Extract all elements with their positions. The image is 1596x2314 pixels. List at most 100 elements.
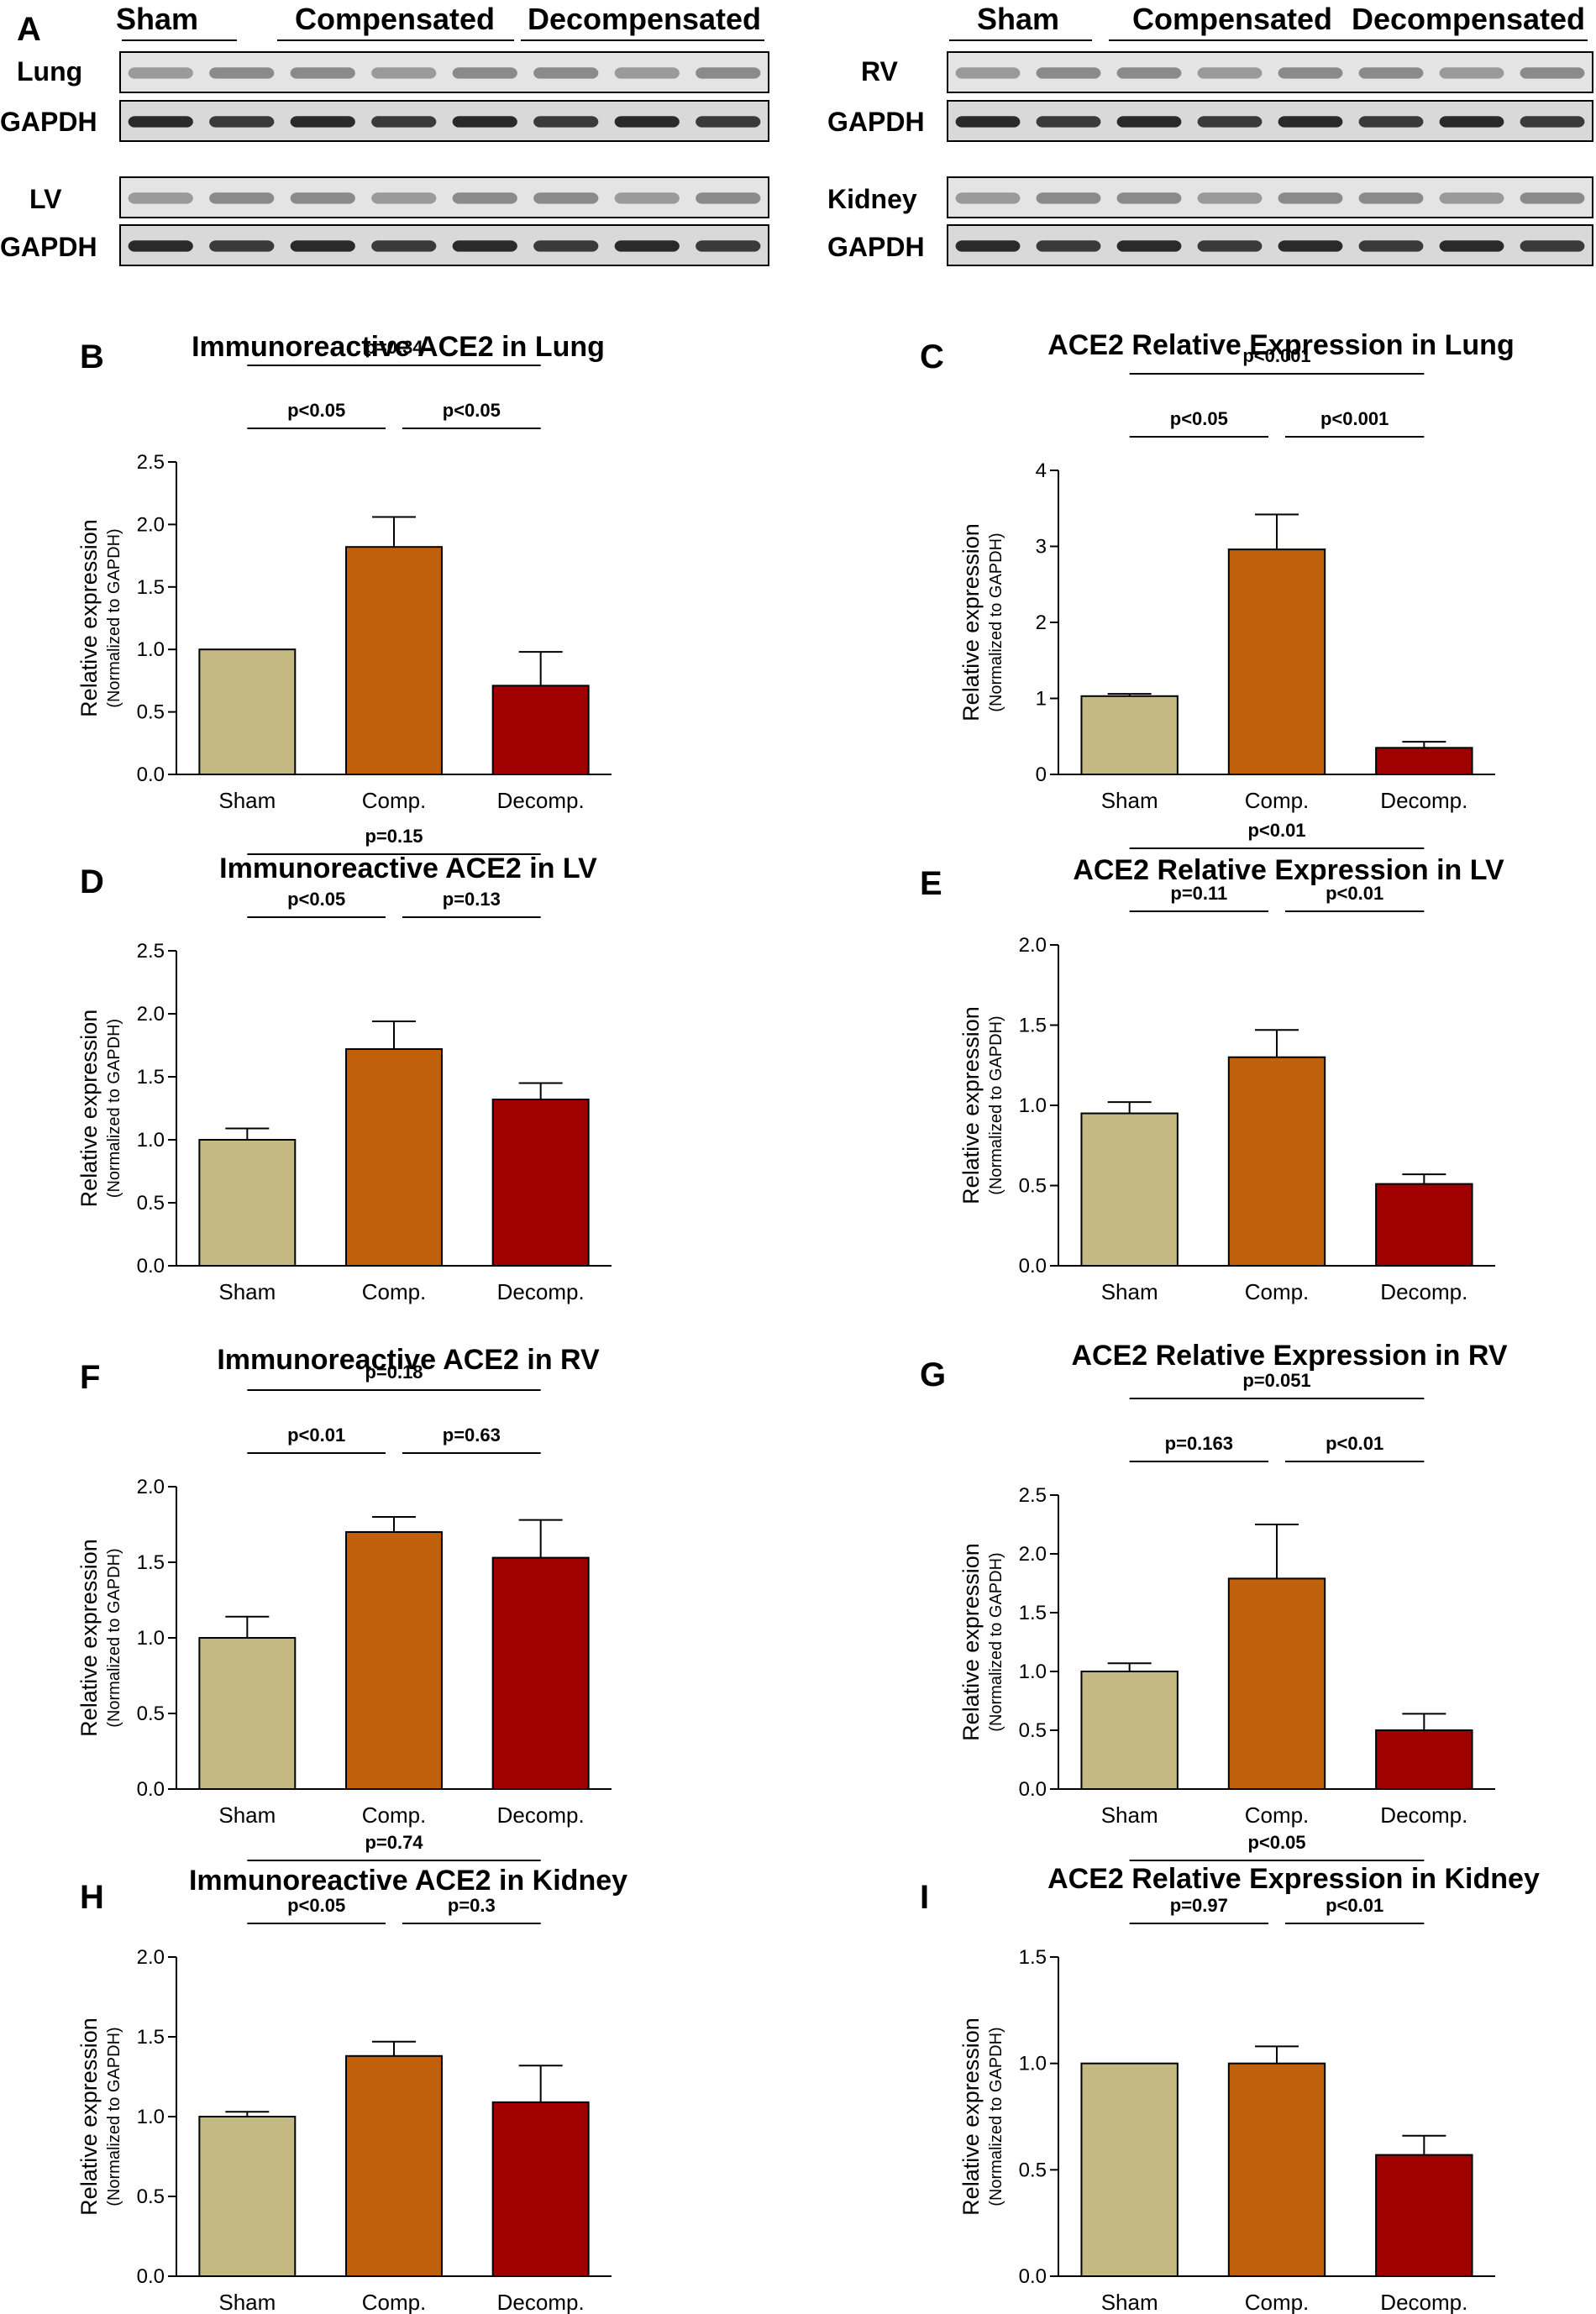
x-tick-label: Comp. (362, 2290, 427, 2314)
y-tick-label: 0.5 (137, 1192, 165, 1215)
blot-band (696, 67, 761, 79)
x-tick-label: Comp. (1245, 1802, 1310, 1828)
panel-letter: D (80, 863, 104, 900)
blot-band (1197, 192, 1263, 204)
chart-panel-h: H Immunoreactive ACE2 in Kidney 0.0 0.5 1.0 1… (76, 1832, 627, 2314)
p-value-label: p=0.74 (365, 1832, 423, 1853)
y-tick-label: 2.5 (1019, 1484, 1047, 1507)
blot-band (1358, 192, 1424, 204)
y-tick-label: 0.0 (1019, 1255, 1047, 1278)
bar-comp (345, 2054, 443, 2278)
blot-band (614, 240, 680, 252)
blot-band (955, 192, 1021, 204)
bar-sham (198, 648, 297, 776)
western-blot-panel: A Sham Compensated Decompensated Sham Compens… (0, 2, 1593, 266)
chart-panel-g: G ACE2 Relative Expression in RV 0.0 0.5 1.0… (920, 1340, 1508, 1828)
right-group-1: Compensated (1132, 2, 1332, 36)
y-tick-label: 1.0 (1019, 2053, 1047, 2075)
blot-band (614, 116, 680, 128)
y-axis-label: Relative expression (76, 1539, 102, 1737)
y-axis-label: Relative expression (76, 2018, 102, 2216)
x-tick-label: Decomp. (497, 788, 585, 813)
blot-strip-rv (947, 51, 1593, 93)
y-axis-sublabel: (Normalized to GAPDH) (105, 1019, 123, 1198)
y-axis-sublabel: (Normalized to GAPDH) (987, 1015, 1005, 1194)
y-tick-label: 2.0 (137, 1946, 165, 1969)
blot-band (1116, 240, 1182, 252)
blot-strip-gapdh (947, 100, 1593, 142)
y-axis-sublabel: (Normalized to GAPDH) (987, 533, 1005, 711)
y-tick-label: 0.0 (137, 763, 165, 786)
bar-decomp (491, 1556, 590, 1790)
y-tick-label: 3 (1036, 536, 1047, 559)
blot-band (1036, 192, 1101, 204)
y-tick-label: 0.5 (137, 1703, 165, 1725)
blot-band (696, 240, 761, 252)
blot-band (1520, 116, 1585, 128)
blot-row-label-lv: LV (29, 184, 62, 214)
y-axis-sublabel: (Normalized to GAPDH) (105, 2027, 123, 2206)
blot-band (955, 240, 1021, 252)
blot-band (371, 67, 437, 79)
blot-band (209, 116, 275, 128)
bar-comp (1227, 1056, 1326, 1267)
blot-band (1358, 116, 1424, 128)
blot-band (533, 192, 599, 204)
y-tick-label: 1.0 (1019, 1094, 1047, 1117)
blot-band (452, 116, 517, 128)
y-tick-label: 1.5 (137, 576, 165, 599)
blot-band (1358, 67, 1424, 79)
chart-title: Immunoreactive ACE2 in LV (219, 853, 597, 884)
y-tick-label: 4 (1036, 459, 1047, 482)
y-tick-label: 1.5 (1019, 1946, 1047, 1969)
left-group-1: Compensated (295, 2, 495, 36)
chart-title: ACE2 Relative Expression in RV (1071, 1340, 1507, 1372)
blot-band (1358, 240, 1424, 252)
blot-strip-gapdh (119, 224, 769, 266)
y-tick-label: 2.5 (137, 451, 165, 474)
blot-band (1116, 67, 1182, 79)
x-tick-label: Sham (218, 1802, 276, 1828)
y-tick-label: 0.5 (1019, 1719, 1047, 1742)
blot-row-label-lung: Lung (17, 56, 82, 87)
x-tick-label: Sham (218, 2290, 276, 2314)
y-tick-label: 2 (1036, 611, 1047, 634)
blot-band (1116, 192, 1182, 204)
y-tick-label: 0.5 (137, 701, 165, 724)
x-tick-label: Comp. (362, 1279, 427, 1304)
x-tick-label: Comp. (1245, 1279, 1310, 1304)
blot-band (290, 116, 355, 128)
blot-band (955, 67, 1021, 79)
y-tick-label: 0.0 (137, 1778, 165, 1801)
x-tick-label: Comp. (1245, 788, 1310, 813)
x-tick-label: Decomp. (1380, 788, 1467, 813)
y-tick-label: 1.5 (1019, 1602, 1047, 1624)
blot-band (371, 240, 437, 252)
p-value-label: p=0.163 (1165, 1433, 1233, 1454)
p-value-label: p<0.01 (1326, 883, 1383, 904)
bar-sham (198, 1637, 297, 1790)
blot-band (1520, 67, 1585, 79)
p-value-label: p=0.18 (365, 1362, 423, 1383)
y-tick-label: 2.0 (137, 513, 165, 536)
blot-band (696, 116, 761, 128)
y-tick-label: 0.0 (1019, 1778, 1047, 1801)
blot-band (614, 192, 680, 204)
y-tick-label: 0.5 (1019, 2159, 1047, 2181)
x-tick-label: Sham (218, 1279, 276, 1304)
bar-comp (345, 1531, 443, 1790)
y-tick-label: 1 (1036, 688, 1047, 711)
blot-band (1439, 116, 1504, 128)
y-tick-label: 1.0 (137, 1627, 165, 1650)
blot-band (128, 67, 193, 79)
bar-sham (198, 1139, 297, 1267)
p-value-label: p<0.01 (1326, 1433, 1383, 1454)
blot-band (1439, 192, 1504, 204)
y-tick-label: 0.5 (1019, 1175, 1047, 1198)
chart-title: ACE2 Relative Expression in Kidney (1047, 1863, 1540, 1895)
blot-band (533, 67, 599, 79)
blot-band (209, 67, 275, 79)
bar-sham (1080, 2062, 1179, 2278)
x-tick-label: Sham (1101, 1279, 1158, 1304)
